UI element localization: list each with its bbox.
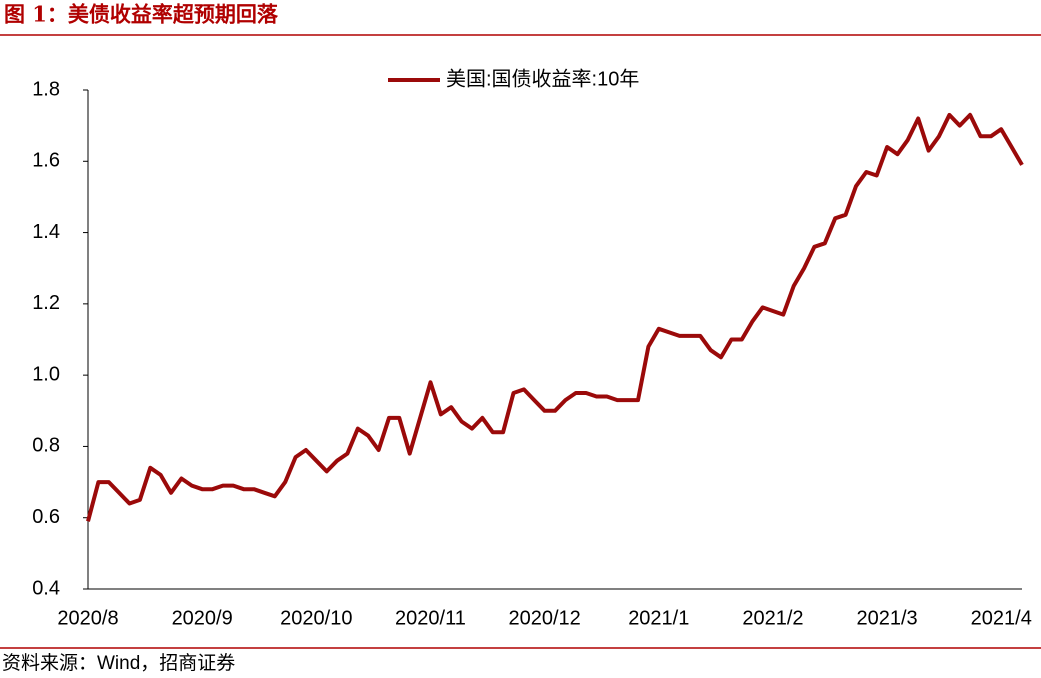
x-tick-label: 2020/12 [508,607,580,629]
figure-title: 图 1：美债收益率超预期回落 [4,2,279,27]
x-tick-label: 2021/4 [971,607,1032,629]
series-line [86,112,1024,522]
y-tick-label: 1.4 [32,221,60,243]
y-tick-label: 1.8 [32,78,60,100]
y-tick-label: 0.4 [32,577,60,599]
legend-label: 美国:国债收益率:10年 [446,67,639,90]
x-tick-label: 2021/2 [742,607,803,629]
x-tick-label: 2020/8 [57,607,118,629]
x-tick-label: 2021/3 [857,607,918,629]
source-note: 资料来源：Wind，招商证券 [2,652,235,674]
x-tick-label: 2020/11 [395,607,466,629]
y-tick-label: 0.6 [32,506,60,528]
x-tick-label: 2021/1 [628,607,689,629]
y-tick-label: 1.0 [32,363,60,385]
y-tick-label: 1.6 [32,150,60,172]
x-tick-label: 2020/10 [280,607,352,629]
y-tick-label: 0.8 [32,435,60,457]
y-tick-label: 1.2 [32,292,60,314]
x-tick-label: 2020/9 [172,607,233,629]
